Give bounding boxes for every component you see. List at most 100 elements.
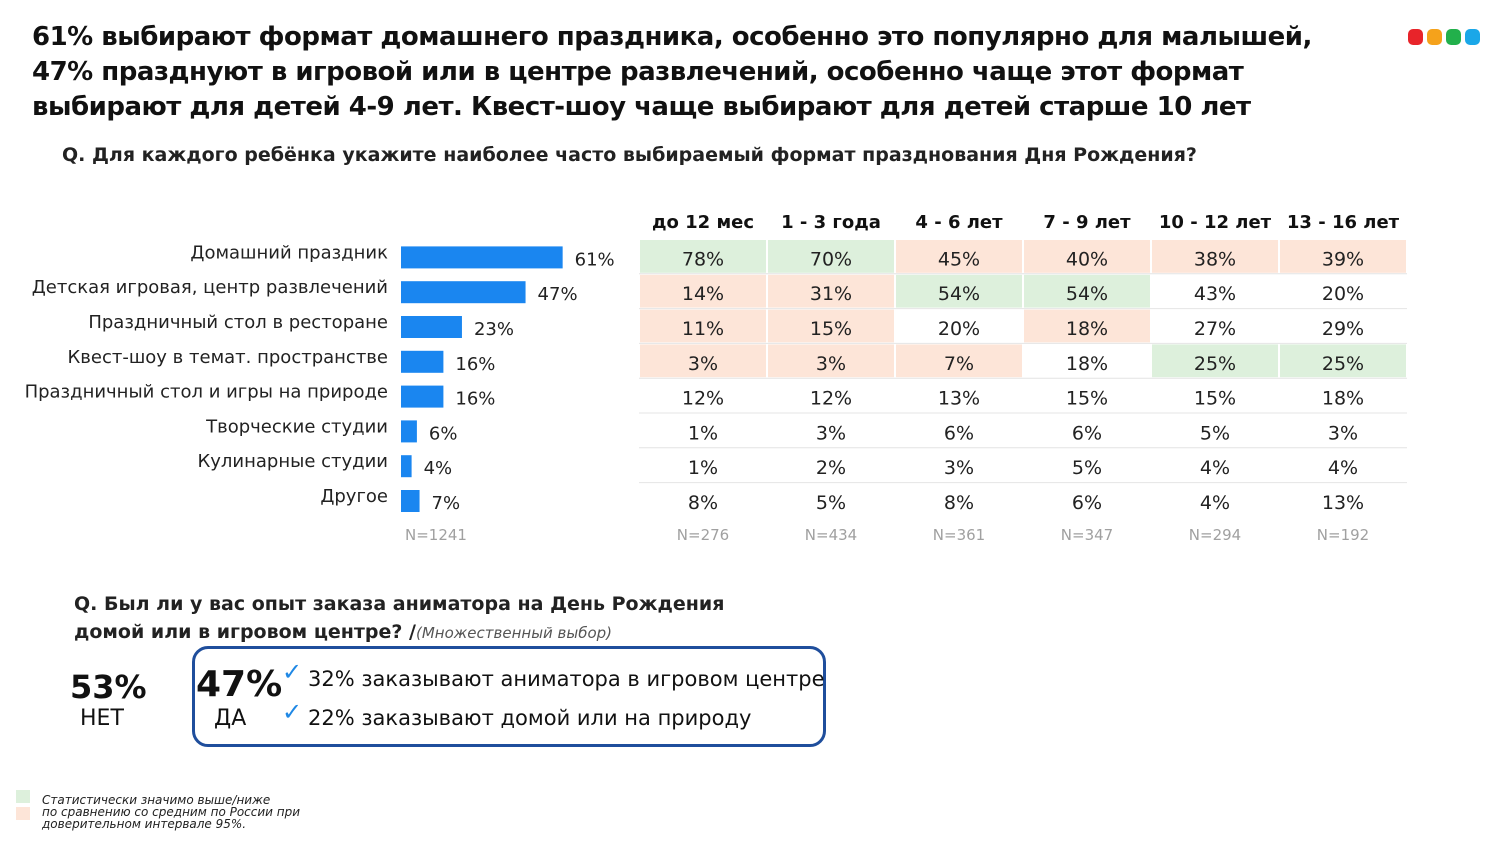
headline: 61% выбирают формат домашнего праздника,…	[32, 20, 1362, 125]
table-cell: 45%	[938, 248, 980, 270]
question-2-line-2-text: домой или в игровом центре? /	[74, 621, 416, 643]
question-2-line-2: домой или в игровом центре? /(Множествен…	[74, 618, 724, 647]
column-header: до 12 мес	[652, 212, 754, 233]
table-cell: 2%	[816, 457, 846, 479]
bar	[401, 246, 563, 269]
category-label: Кулинарные студии	[197, 451, 388, 472]
legend-line-2: по сравнению со средним по России при	[42, 805, 301, 819]
bar-value-label: 16%	[455, 354, 495, 375]
headline-line-2: 47% празднуют в игровой или в центре раз…	[32, 57, 1244, 87]
bar-value-label: 4%	[424, 458, 453, 479]
bar-value-label: 16%	[455, 389, 495, 410]
column-header: 4 - 6 лет	[915, 212, 1003, 233]
bar	[401, 420, 417, 443]
yes-item-game-center: 32% заказывают аниматора в игровом центр…	[308, 667, 825, 691]
yes-item-home-nature: 22% заказывают домой или на природу	[308, 706, 752, 730]
bar-value-label: 23%	[474, 319, 514, 340]
table-cell: 12%	[682, 388, 724, 410]
table-cell: 5%	[1072, 457, 1102, 479]
category-label: Праздничный стол и игры на природе	[25, 382, 388, 403]
logo-dot-green	[1446, 29, 1461, 45]
table-cell: 3%	[944, 457, 974, 479]
significance-legend: Статистически значимо выше/ниже по сравн…	[42, 794, 300, 830]
table-cell: 7%	[944, 353, 974, 375]
bar-value-label: 47%	[538, 284, 578, 305]
table-cell: 54%	[938, 283, 980, 305]
table-cell: 15%	[1066, 388, 1108, 410]
bar-value-label: 61%	[575, 249, 615, 270]
table-cell: 5%	[1200, 422, 1230, 444]
significance-cell-low	[768, 344, 894, 378]
table-cell: 3%	[816, 422, 846, 444]
yes-answer-box	[192, 646, 826, 747]
headline-line-1: 61% выбирают формат домашнего праздника,…	[32, 22, 1312, 52]
significance-cell-low	[896, 344, 1022, 378]
table-cell: 18%	[1066, 353, 1108, 375]
significance-cell-low	[640, 274, 766, 308]
table-cell: 40%	[1066, 248, 1108, 270]
column-base: N=192	[1317, 526, 1369, 544]
legend-swatch-low	[16, 807, 30, 820]
category-label: Праздничный стол в ресторане	[88, 312, 388, 333]
table-cell: 4%	[1200, 492, 1230, 514]
no-percentage: 53%	[70, 668, 147, 706]
table-cell: 1%	[688, 422, 718, 444]
significance-cell-low	[768, 274, 894, 308]
significance-cell-high	[1152, 344, 1278, 378]
table-cell: 54%	[1066, 283, 1108, 305]
significance-cell-low	[1152, 240, 1278, 273]
table-cell: 8%	[688, 492, 718, 514]
bar	[401, 350, 444, 373]
category-label: Домашний праздник	[190, 242, 388, 263]
significance-cell-low	[896, 240, 1022, 273]
headline-line-3: выбирают для детей 4-9 лет. Квест-шоу ча…	[32, 92, 1251, 122]
bar	[401, 490, 420, 512]
table-cell: 3%	[688, 353, 718, 375]
question-2-line-1: Q. Был ли у вас опыт заказа аниматора на…	[74, 593, 725, 615]
table-cell: 6%	[1072, 422, 1102, 444]
logo-dot-orange	[1427, 29, 1442, 45]
table-cell: 39%	[1322, 248, 1364, 270]
table-cell: 3%	[1328, 422, 1358, 444]
table-cell: 14%	[682, 283, 724, 305]
bar	[401, 385, 444, 408]
table-cell: 18%	[1322, 388, 1364, 410]
column-base: N=294	[1189, 526, 1241, 544]
table-cell: 4%	[1328, 457, 1358, 479]
category-label: Творческие студии	[205, 416, 388, 437]
logo-dot-blue	[1465, 29, 1480, 45]
category-label: Квест-шоу в темат. пространстве	[67, 347, 388, 368]
column-header: 10 - 12 лет	[1159, 212, 1272, 233]
column-header: 7 - 9 лет	[1043, 212, 1131, 233]
significance-cell-low	[640, 344, 766, 378]
table-cell: 5%	[816, 492, 846, 514]
yes-label: ДА	[214, 706, 247, 731]
bar	[401, 316, 462, 338]
bar-value-label: 7%	[432, 493, 461, 514]
table-cell: 31%	[810, 283, 852, 305]
checkmark-icon: ✓	[282, 658, 303, 686]
table-cell: 6%	[1072, 492, 1102, 514]
column-base: N=276	[677, 526, 729, 544]
table-cell: 43%	[1194, 283, 1236, 305]
table-cell: 3%	[816, 353, 846, 375]
significance-cell-low	[1024, 240, 1150, 273]
question-2-note: (Множественный выбор)	[416, 624, 613, 642]
table-cell: 25%	[1194, 353, 1236, 375]
table-cell: 15%	[810, 318, 852, 340]
bar	[401, 455, 412, 478]
table-cell: 15%	[1194, 388, 1236, 410]
significance-cell-low	[1280, 240, 1406, 273]
table-cell: 38%	[1194, 248, 1236, 270]
table-cell: 12%	[810, 388, 852, 410]
column-base: N=361	[933, 526, 985, 544]
no-label: НЕТ	[80, 706, 124, 731]
bar-value-label: 6%	[429, 423, 458, 444]
checkmark-icon: ✓	[282, 698, 303, 726]
column-base: N=434	[805, 526, 857, 544]
table-cell: 27%	[1194, 318, 1236, 340]
category-label: Детская игровая, центр развлечений	[32, 277, 388, 298]
legend-line-3: доверительном интервале 95%.	[42, 817, 247, 831]
column-base: N=347	[1061, 526, 1113, 544]
table-cell: 6%	[944, 422, 974, 444]
